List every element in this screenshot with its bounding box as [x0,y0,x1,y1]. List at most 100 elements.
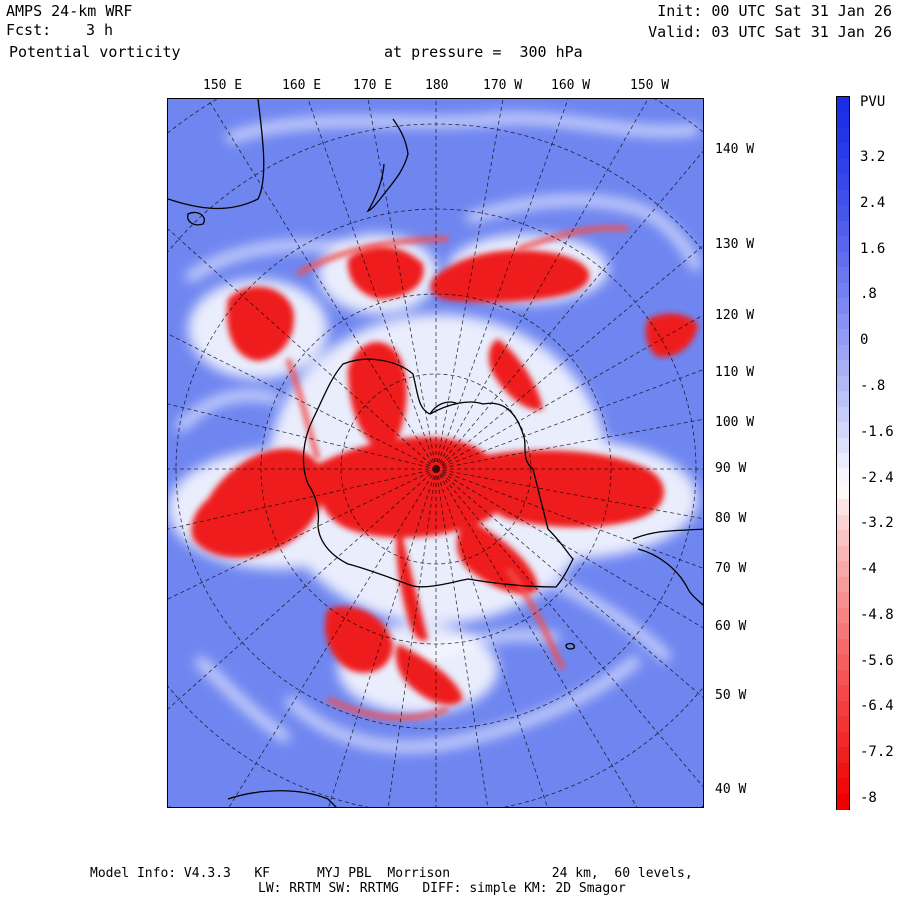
model-title: AMPS 24-km WRF [6,2,133,20]
colorbar-segment [837,143,849,160]
ross-ice-shelf-edge [429,401,459,415]
colorbar-segment [837,700,849,717]
colorbar-segment [837,654,849,671]
colorbar-segment [837,638,849,655]
lon-label-top: 150 W [630,78,670,93]
colorbar-segment [837,282,849,299]
tasmania [187,211,205,226]
colorbar-segment [837,97,849,114]
lon-label-top: 180 [425,78,449,93]
pv-negative-filaments [285,225,629,721]
colorbar-segment [837,468,849,485]
colorbar-segment [837,576,849,593]
colorbar-segment [837,762,849,779]
africa-tip [227,790,337,807]
lon-label-right: 70 W [715,561,747,576]
new-zealand-north [387,118,409,190]
lon-label-top: 160 E [282,78,322,93]
colorbar-segment [837,391,849,408]
colorbar-unit: PVU [860,94,886,110]
australia-coast [168,99,265,210]
colorbar-segment [837,360,849,377]
colorbar-tick-label: -4.8 [860,606,894,623]
colorbar-segment [837,623,849,640]
init-time: Init: 00 UTC Sat 31 Jan 26 [657,2,892,20]
colorbar-segment [837,793,849,810]
colorbar-tick-label: -7.2 [860,744,894,761]
colorbar-segment [837,127,849,145]
south-america-tip [632,528,703,540]
colorbar-segment [837,561,849,578]
colorbar-tick-label: -2.4 [860,469,894,486]
field-name: Potential vorticity [9,43,181,61]
colorbar-segment [837,731,849,748]
colorbar-segment [837,592,849,609]
lon-label-top: 170 E [353,78,393,93]
potential-vorticity-map [167,98,704,808]
colorbar-segment [837,483,849,501]
colorbar-segment [837,437,849,454]
lon-label-top: 150 E [203,78,243,93]
valid-time: Valid: 03 UTC Sat 31 Jan 26 [648,23,892,41]
colorbar-segment [837,220,849,237]
colorbar-segment [837,205,849,222]
model-info-line1: Model Info: V4.3.3 KF MYJ PBL Morrison 2… [90,866,693,881]
colorbar-segment [837,453,849,470]
colorbar-segment [837,747,849,764]
colorbar-segment [837,158,849,175]
pv-colorbar [836,96,850,810]
colorbar-segment [837,716,849,733]
colorbar-segment [837,329,849,346]
south-georgia [565,642,576,650]
pressure-level: at pressure = 300 hPa [384,43,583,61]
colorbar-segment [837,189,849,206]
colorbar-tick-label: -5.6 [860,652,894,669]
colorbar-tick-label: 3.2 [860,149,886,165]
colorbar-segment [837,545,849,562]
lat-lon-grid [168,99,703,807]
colorbar-segment [837,778,849,795]
colorbar-tick-label: -.8 [860,377,886,394]
colorbar-segment [837,499,849,516]
south-america-coast [637,548,703,607]
colorbar-tick-label: .8 [860,286,877,303]
new-zealand-south [366,163,389,213]
model-info-line2: LW: RRTM SW: RRTMG DIFF: simple KM: 2D S… [258,881,626,896]
forecast-hour: 3 h [86,21,114,39]
lon-label-right: 40 W [715,782,747,797]
colorbar-segment [837,530,849,547]
colorbar-segment [837,174,849,191]
colorbar-segment [837,375,849,392]
colorbar-segment [837,313,849,330]
lon-label-right: 80 W [715,511,747,526]
colorbar-tick-label: 1.6 [860,240,886,257]
colorbar-tick-label: -4 [860,561,877,578]
pv-negative-regions [191,246,698,705]
colorbar-tick-label: -3.2 [860,515,894,532]
colorbar-segment [837,669,849,686]
colorbar-segment [837,236,849,253]
colorbar-tick-label: -1.6 [860,423,894,440]
colorbar-tick-label: 0 [860,332,869,349]
lon-label-right: 140 W [715,142,755,157]
lon-label-right: 60 W [715,619,747,634]
colorbar-segment [837,422,849,439]
colorbar-tick-label: 2.4 [860,194,886,211]
colorbar-segment [837,298,849,315]
colorbar-segment [837,267,849,284]
colorbar-segment [837,406,849,423]
colorbar-segment [837,344,849,361]
lon-label-right: 120 W [715,308,755,323]
colorbar-tick-label: -8 [860,790,877,806]
colorbar-tick-label: -6.4 [860,698,894,715]
colorbar-segment [837,685,849,702]
lon-label-right: 90 W [715,461,747,476]
lon-label-top: 160 W [551,78,591,93]
lon-label-right: 50 W [715,688,747,703]
coastlines [168,99,703,807]
colorbar-segment [837,514,849,531]
forecast-label: Fcst: [6,21,52,39]
colorbar-segment [837,607,849,624]
lon-label-right: 130 W [715,237,755,252]
colorbar-segment [837,112,849,129]
